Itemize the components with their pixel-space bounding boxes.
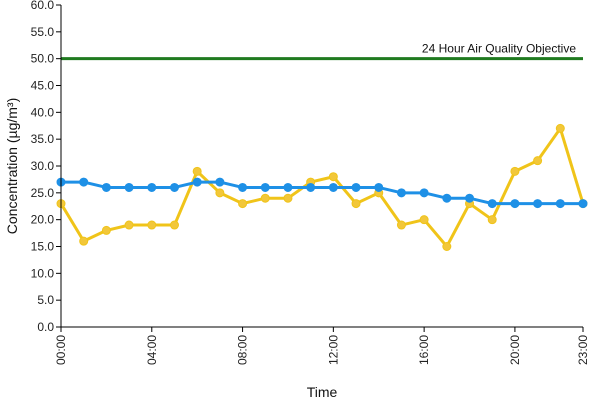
data-point (101, 225, 111, 235)
data-point (215, 188, 225, 198)
series-0 (56, 123, 588, 251)
data-point (487, 215, 497, 225)
data-point (510, 199, 520, 209)
data-point (283, 182, 293, 192)
x-tick-label: 16:00 (417, 335, 431, 365)
data-point (101, 182, 111, 192)
y-tick-label: 50.0 (31, 52, 55, 66)
data-point (555, 123, 565, 133)
data-point (328, 172, 338, 182)
data-point (169, 182, 179, 192)
data-point (238, 182, 248, 192)
data-point (442, 193, 452, 203)
y-tick-label: 55.0 (31, 25, 55, 39)
data-point (124, 182, 134, 192)
data-point (238, 199, 248, 209)
data-point (306, 182, 316, 192)
data-point (374, 182, 384, 192)
y-tick-label: 30.0 (31, 159, 55, 173)
data-point (396, 220, 406, 230)
y-tick-label: 20.0 (31, 213, 55, 227)
data-point (192, 177, 202, 187)
data-point (487, 199, 497, 209)
series-1 (56, 177, 588, 209)
data-point (510, 166, 520, 176)
x-tick-label: 23:00 (576, 335, 590, 365)
data-point (283, 193, 293, 203)
x-tick-label: 20:00 (508, 335, 522, 365)
data-point (442, 242, 452, 251)
data-point (533, 199, 543, 209)
data-point (260, 193, 270, 203)
data-point (124, 220, 134, 230)
data-point (147, 182, 157, 192)
data-point (419, 188, 429, 198)
y-axis-title: Concentration (µg/m³) (4, 98, 20, 234)
data-point (79, 177, 89, 187)
y-tick-label: 5.0 (37, 293, 54, 307)
data-point (328, 182, 338, 192)
data-point (192, 166, 202, 176)
y-tick-label: 45.0 (31, 79, 55, 93)
x-tick-label: 12:00 (326, 335, 340, 365)
reference-line-label: 24 Hour Air Quality Objective (422, 42, 576, 56)
data-point (260, 182, 270, 192)
data-point (147, 220, 157, 230)
data-point (351, 199, 361, 209)
x-tick-label: 04:00 (145, 335, 159, 365)
data-point (465, 193, 475, 203)
data-point (396, 188, 406, 198)
y-tick-label: 0.0 (37, 320, 54, 334)
y-tick-label: 60.0 (31, 0, 55, 12)
y-tick-label: 10.0 (31, 266, 55, 280)
y-tick-label: 25.0 (31, 186, 55, 200)
y-tick-label: 15.0 (31, 240, 55, 254)
y-tick-label: 40.0 (31, 105, 55, 119)
data-point (555, 199, 565, 209)
data-point (533, 156, 543, 166)
ticks-group: 0.0 5.0 10.0 15.0 20.0 25.0 30.0 35.0 40.0 45.0 50… (31, 0, 590, 365)
data-point (419, 215, 429, 225)
data-point (169, 220, 179, 230)
x-tick-label: 00:00 (54, 335, 68, 365)
y-tick-label: 35.0 (31, 132, 55, 146)
x-axis-title: Time (307, 384, 338, 400)
data-point (79, 236, 89, 246)
data-point (215, 177, 225, 187)
data-point (351, 182, 361, 192)
data-point (578, 199, 588, 209)
series-group (56, 123, 588, 251)
x-tick-label: 08:00 (236, 335, 250, 365)
